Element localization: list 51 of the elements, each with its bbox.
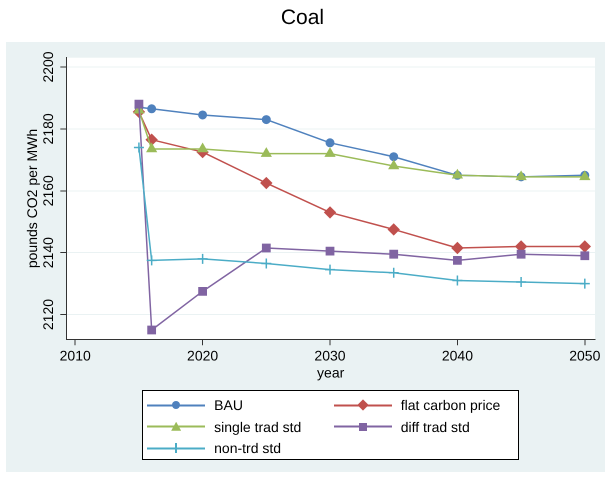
point xyxy=(324,206,336,218)
point xyxy=(198,110,208,120)
point xyxy=(388,160,399,170)
point xyxy=(262,244,271,252)
point xyxy=(388,223,400,236)
point xyxy=(326,246,334,256)
x-tick-label: 2030 xyxy=(314,348,346,364)
legend-label: single trad std xyxy=(214,418,302,435)
point xyxy=(389,152,398,162)
legend-label: non-trd std xyxy=(214,440,282,456)
x-tick-label: 2010 xyxy=(60,348,91,364)
point xyxy=(147,326,156,334)
point xyxy=(197,142,208,152)
y-tick-label: 2120 xyxy=(40,298,56,330)
point xyxy=(516,250,526,259)
point xyxy=(324,148,336,157)
y-axis-title: pounds CO2 per MWh xyxy=(24,128,40,268)
legend-label: diff trad std xyxy=(400,418,470,435)
point xyxy=(261,148,272,157)
point xyxy=(134,100,144,109)
point xyxy=(578,240,591,252)
point xyxy=(389,250,398,259)
point xyxy=(451,242,464,254)
y-tick-label: 2200 xyxy=(40,51,56,83)
x-tick-label: 2050 xyxy=(569,348,601,364)
point xyxy=(579,278,591,290)
x-tick-label: 2020 xyxy=(187,348,218,364)
point xyxy=(133,142,145,154)
point xyxy=(388,267,400,279)
y-tick-label: 2160 xyxy=(40,174,56,206)
point xyxy=(262,115,271,124)
point xyxy=(260,177,272,190)
legend-label: BAU xyxy=(214,397,243,413)
x-axis-title: year xyxy=(317,364,345,380)
y-tick-label: 2140 xyxy=(40,236,56,268)
point xyxy=(326,138,335,148)
legend-label: flat carbon price xyxy=(400,397,500,413)
point xyxy=(196,253,208,265)
point xyxy=(324,264,336,276)
x-tick-label: 2040 xyxy=(442,348,474,364)
point xyxy=(147,104,156,114)
point xyxy=(452,274,464,286)
chart-title: Coal xyxy=(280,5,326,31)
y-tick-label: 2180 xyxy=(40,113,56,144)
point xyxy=(580,251,590,260)
point xyxy=(146,142,157,152)
point xyxy=(515,276,527,288)
point xyxy=(453,256,462,265)
point xyxy=(146,254,158,266)
point xyxy=(260,258,272,270)
point xyxy=(198,286,208,296)
